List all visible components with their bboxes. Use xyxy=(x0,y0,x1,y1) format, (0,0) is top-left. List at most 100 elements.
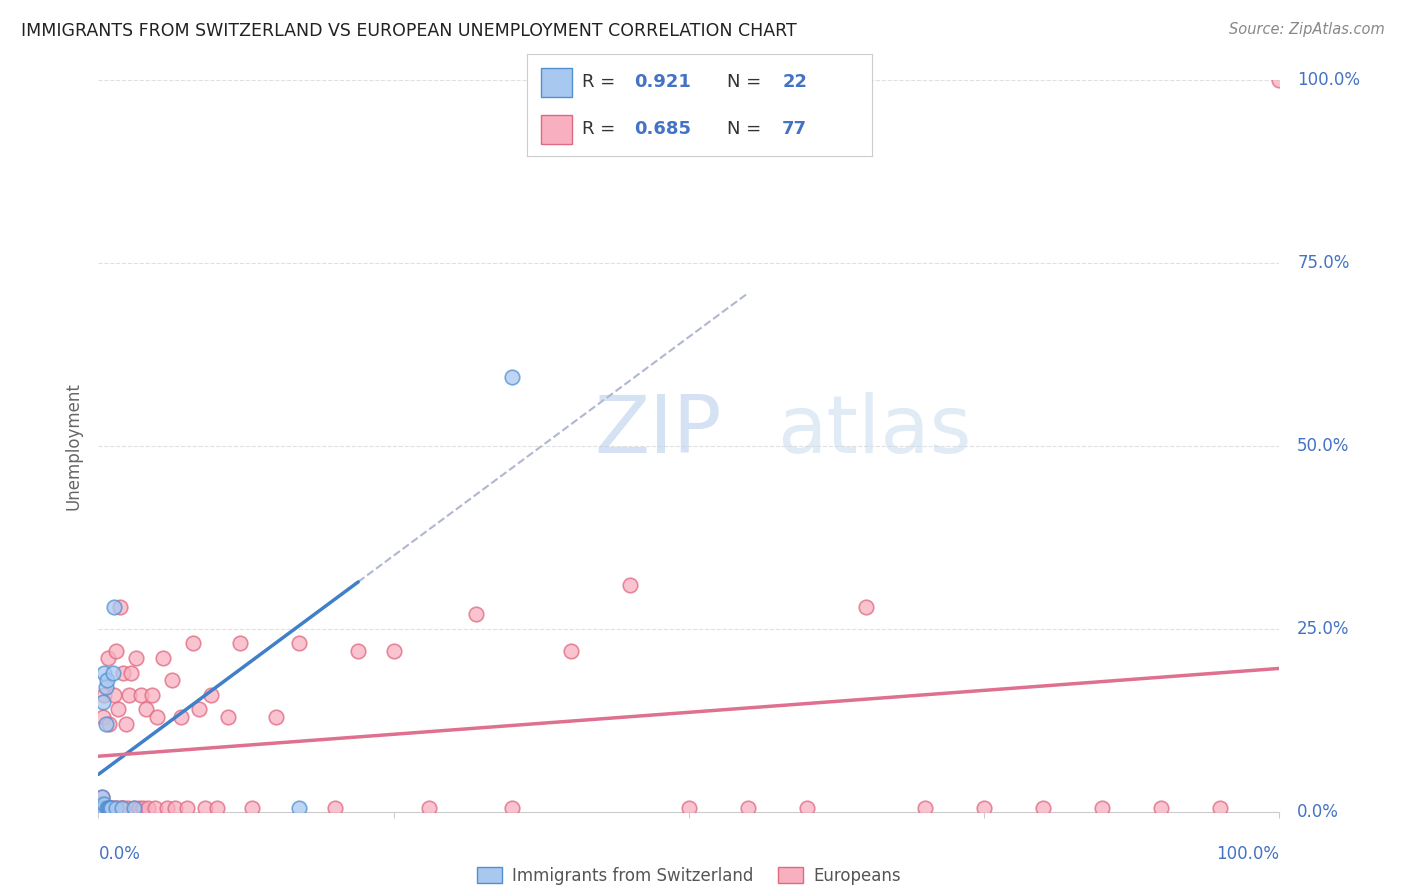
Point xyxy=(96,801,118,815)
Point xyxy=(98,801,121,815)
Point xyxy=(103,688,125,702)
Text: N =: N = xyxy=(727,73,768,91)
Point xyxy=(418,801,440,815)
Point xyxy=(160,673,183,687)
Point xyxy=(1150,801,1173,815)
Point xyxy=(347,644,370,658)
Text: 0.0%: 0.0% xyxy=(1298,803,1339,821)
Point xyxy=(98,801,121,815)
Point xyxy=(103,599,125,614)
Point xyxy=(176,801,198,815)
Point xyxy=(1268,73,1291,87)
Point xyxy=(122,801,145,815)
Point xyxy=(121,665,143,680)
Point xyxy=(229,636,252,650)
Point xyxy=(111,801,134,815)
Point xyxy=(288,801,311,815)
Point xyxy=(107,702,129,716)
Point xyxy=(117,801,139,815)
Point xyxy=(156,801,179,815)
Point xyxy=(118,688,141,702)
Point xyxy=(96,801,118,815)
Text: N =: N = xyxy=(727,120,768,138)
Point xyxy=(98,801,121,815)
Point xyxy=(90,797,112,812)
Point xyxy=(91,790,114,805)
Point xyxy=(796,801,818,815)
Point xyxy=(91,790,114,805)
Point xyxy=(1091,801,1114,815)
Point xyxy=(146,709,169,723)
Text: ZIP: ZIP xyxy=(595,392,721,470)
Point xyxy=(112,801,135,815)
Point xyxy=(129,688,152,702)
Point xyxy=(94,681,117,695)
Point xyxy=(141,688,163,702)
Point xyxy=(152,651,174,665)
Text: 100.0%: 100.0% xyxy=(1216,845,1279,863)
Text: 77: 77 xyxy=(782,120,807,138)
Point xyxy=(97,651,120,665)
Point xyxy=(93,797,115,812)
Point xyxy=(132,801,155,815)
Point xyxy=(94,801,117,815)
Point xyxy=(619,578,641,592)
Point xyxy=(91,801,114,815)
Y-axis label: Unemployment: Unemployment xyxy=(65,382,83,510)
Point xyxy=(105,801,128,815)
Point xyxy=(382,644,405,658)
Text: 25.0%: 25.0% xyxy=(1298,620,1350,638)
Point xyxy=(914,801,936,815)
Point xyxy=(143,801,166,815)
Point xyxy=(181,636,204,650)
Text: 100.0%: 100.0% xyxy=(1298,71,1360,89)
Text: 22: 22 xyxy=(782,73,807,91)
Point xyxy=(1209,801,1232,815)
Point xyxy=(98,801,121,815)
Text: 75.0%: 75.0% xyxy=(1298,254,1350,272)
Point xyxy=(560,644,582,658)
FancyBboxPatch shape xyxy=(541,68,572,96)
Text: 0.685: 0.685 xyxy=(634,120,690,138)
Point xyxy=(217,709,239,723)
Text: R =: R = xyxy=(582,73,621,91)
Point xyxy=(678,801,700,815)
Point xyxy=(101,665,124,680)
Point xyxy=(323,801,346,815)
Point xyxy=(101,801,124,815)
Text: 0.921: 0.921 xyxy=(634,73,690,91)
Point xyxy=(125,651,148,665)
Point xyxy=(288,636,311,650)
Point xyxy=(97,801,120,815)
Point xyxy=(501,369,523,384)
Point xyxy=(105,801,128,815)
Point xyxy=(91,709,114,723)
Point xyxy=(108,599,131,614)
Text: 50.0%: 50.0% xyxy=(1298,437,1350,455)
Point xyxy=(973,801,995,815)
Point xyxy=(170,709,193,723)
Point xyxy=(94,717,117,731)
Point xyxy=(98,801,121,815)
Point xyxy=(240,801,263,815)
Point xyxy=(122,801,145,815)
Point xyxy=(200,688,222,702)
Point xyxy=(94,801,117,815)
Point xyxy=(465,607,488,622)
Point xyxy=(114,717,136,731)
Text: IMMIGRANTS FROM SWITZERLAND VS EUROPEAN UNEMPLOYMENT CORRELATION CHART: IMMIGRANTS FROM SWITZERLAND VS EUROPEAN … xyxy=(21,22,797,40)
Point xyxy=(105,644,128,658)
Point xyxy=(91,695,114,709)
Point xyxy=(264,709,287,723)
Point xyxy=(205,801,228,815)
Point xyxy=(98,717,121,731)
Point xyxy=(104,801,127,815)
Point xyxy=(100,801,122,815)
Point xyxy=(112,665,135,680)
Point xyxy=(187,702,209,716)
Point xyxy=(501,801,523,815)
FancyBboxPatch shape xyxy=(541,115,572,144)
Point xyxy=(111,801,134,815)
Point xyxy=(194,801,217,815)
Point xyxy=(97,801,120,815)
